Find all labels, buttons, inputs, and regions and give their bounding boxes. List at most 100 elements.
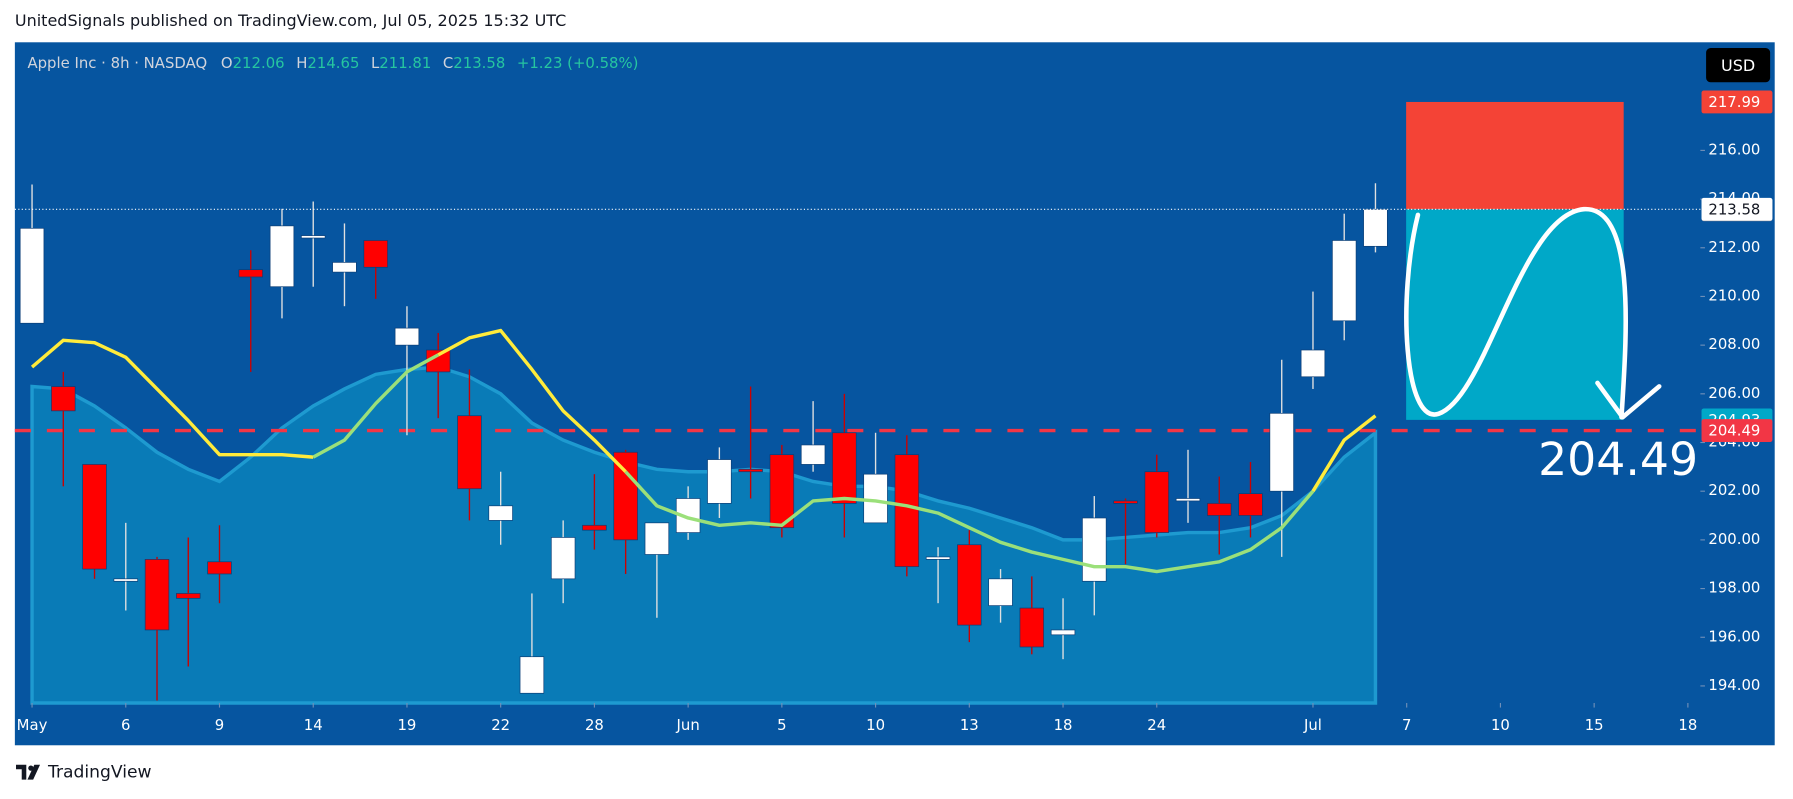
low-value: 211.81 [379, 54, 431, 72]
candle-body [457, 415, 482, 490]
candle-body [1175, 498, 1201, 502]
drawn-curve [1404, 206, 1629, 420]
x-tick-label: 24 [1147, 716, 1166, 734]
y-tick-label: 196.00 [1708, 627, 1760, 645]
x-tick-label: Jun [676, 716, 700, 734]
y-tick-label: 198.00 [1708, 579, 1760, 597]
ohlc-legend: O212.06 H214.65 L211.81 C213.58 +1.23 (+… [221, 54, 639, 72]
hline-price-badge [1701, 419, 1773, 443]
candle-body [1269, 412, 1294, 492]
x-tick-label: 5 [777, 716, 786, 734]
candle-body [1019, 607, 1045, 648]
brand: TradingView [47, 763, 151, 783]
candle-body [19, 227, 45, 324]
candle-body [707, 459, 732, 504]
logo-part [27, 764, 41, 780]
x-tick-label: May [17, 716, 48, 734]
candle-body [488, 505, 513, 521]
x-tick-label: 6 [121, 716, 130, 734]
y-tick-label: 216.00 [1708, 140, 1760, 158]
candle-body [644, 522, 670, 555]
candle-body [394, 327, 420, 346]
x-tick-label: 18 [1678, 716, 1697, 734]
open-value: 212.06 [233, 54, 285, 72]
x-tick-label: 18 [1054, 716, 1073, 734]
candle-body [925, 556, 951, 560]
stop-zone [1406, 101, 1624, 210]
candle-body [1050, 629, 1076, 636]
y-tick-label: 208.00 [1708, 335, 1760, 353]
target-annotation: 204.49 [1538, 433, 1698, 486]
x-tick-label: 22 [491, 716, 510, 734]
candle-body [176, 593, 201, 599]
y-tick-label: 194.00 [1708, 676, 1760, 694]
candle-body [301, 235, 326, 239]
y-tick-label: 210.00 [1708, 286, 1760, 304]
candle-body [269, 225, 295, 288]
candle-body [1113, 500, 1138, 504]
candle-body [894, 454, 920, 568]
candle-body [363, 240, 388, 268]
candle-body [988, 578, 1013, 606]
key: O [221, 54, 233, 72]
candle-body [613, 451, 638, 541]
y-tick-label: 212.00 [1708, 238, 1760, 256]
brand-logo [16, 764, 41, 780]
candle-body [738, 468, 763, 473]
x-tick-label: 9 [215, 716, 224, 734]
candle-body [519, 656, 545, 694]
x-tick-label: 15 [1585, 716, 1604, 734]
candle-body [51, 386, 76, 412]
ma-line [312, 353, 1315, 574]
x-tick-label: 10 [866, 716, 885, 734]
candle-body [1144, 471, 1169, 533]
hline-price-label: 204.49 [1708, 422, 1760, 440]
candle-body [113, 578, 138, 582]
candle-body [1332, 240, 1357, 322]
change: +1.23 (+0.58%) [517, 54, 639, 72]
x-tick-label: 28 [585, 716, 604, 734]
high-value: 214.65 [307, 54, 359, 72]
currency-button[interactable] [1706, 48, 1771, 83]
candle-body [82, 464, 107, 570]
currency[interactable]: USD [1721, 56, 1755, 75]
x-tick-label: 7 [1402, 716, 1411, 734]
stop-price-label: 217.99 [1708, 93, 1760, 111]
last-price-badge [1701, 197, 1773, 221]
y-tick-label: 200.00 [1708, 530, 1760, 548]
ma-line [30, 328, 1377, 493]
candle-body [800, 444, 826, 465]
candle-body [675, 498, 701, 533]
x-tick-label: 14 [304, 716, 323, 734]
symbol: Apple Inc · 8h · NASDAQ [27, 54, 207, 72]
candle-body [238, 269, 263, 278]
candle-body [957, 544, 982, 626]
candle-body [832, 432, 857, 504]
candle-body [1238, 493, 1263, 516]
legend: Apple Inc · 8h · NASDAQ O212.06 H214.65 … [27, 54, 638, 72]
candle-body [1300, 349, 1326, 378]
key: H [296, 54, 307, 72]
plot-layer: 194.00196.00198.00200.00202.00204.00206.… [14, 90, 1773, 734]
x-tick-label: 13 [960, 716, 979, 734]
candle-body [863, 473, 888, 524]
last-price-label: 213.58 [1708, 200, 1760, 218]
logo-part [16, 764, 27, 780]
candle-body [1207, 503, 1232, 516]
x-tick-label: Jul [1303, 716, 1322, 734]
key: L [371, 54, 380, 72]
candle-body [144, 559, 170, 631]
stop-price-badge [1701, 90, 1773, 114]
target-zone [1406, 209, 1624, 420]
candle-body [582, 524, 607, 531]
y-tick-label: 206.00 [1708, 384, 1760, 402]
x-tick-label: 10 [1491, 716, 1510, 734]
candle-body [1363, 208, 1388, 247]
drawn-arrow [1595, 380, 1662, 420]
candle-body [207, 561, 232, 575]
candle-body [769, 454, 795, 529]
candle-body [332, 262, 357, 273]
candle-body [1082, 517, 1107, 582]
